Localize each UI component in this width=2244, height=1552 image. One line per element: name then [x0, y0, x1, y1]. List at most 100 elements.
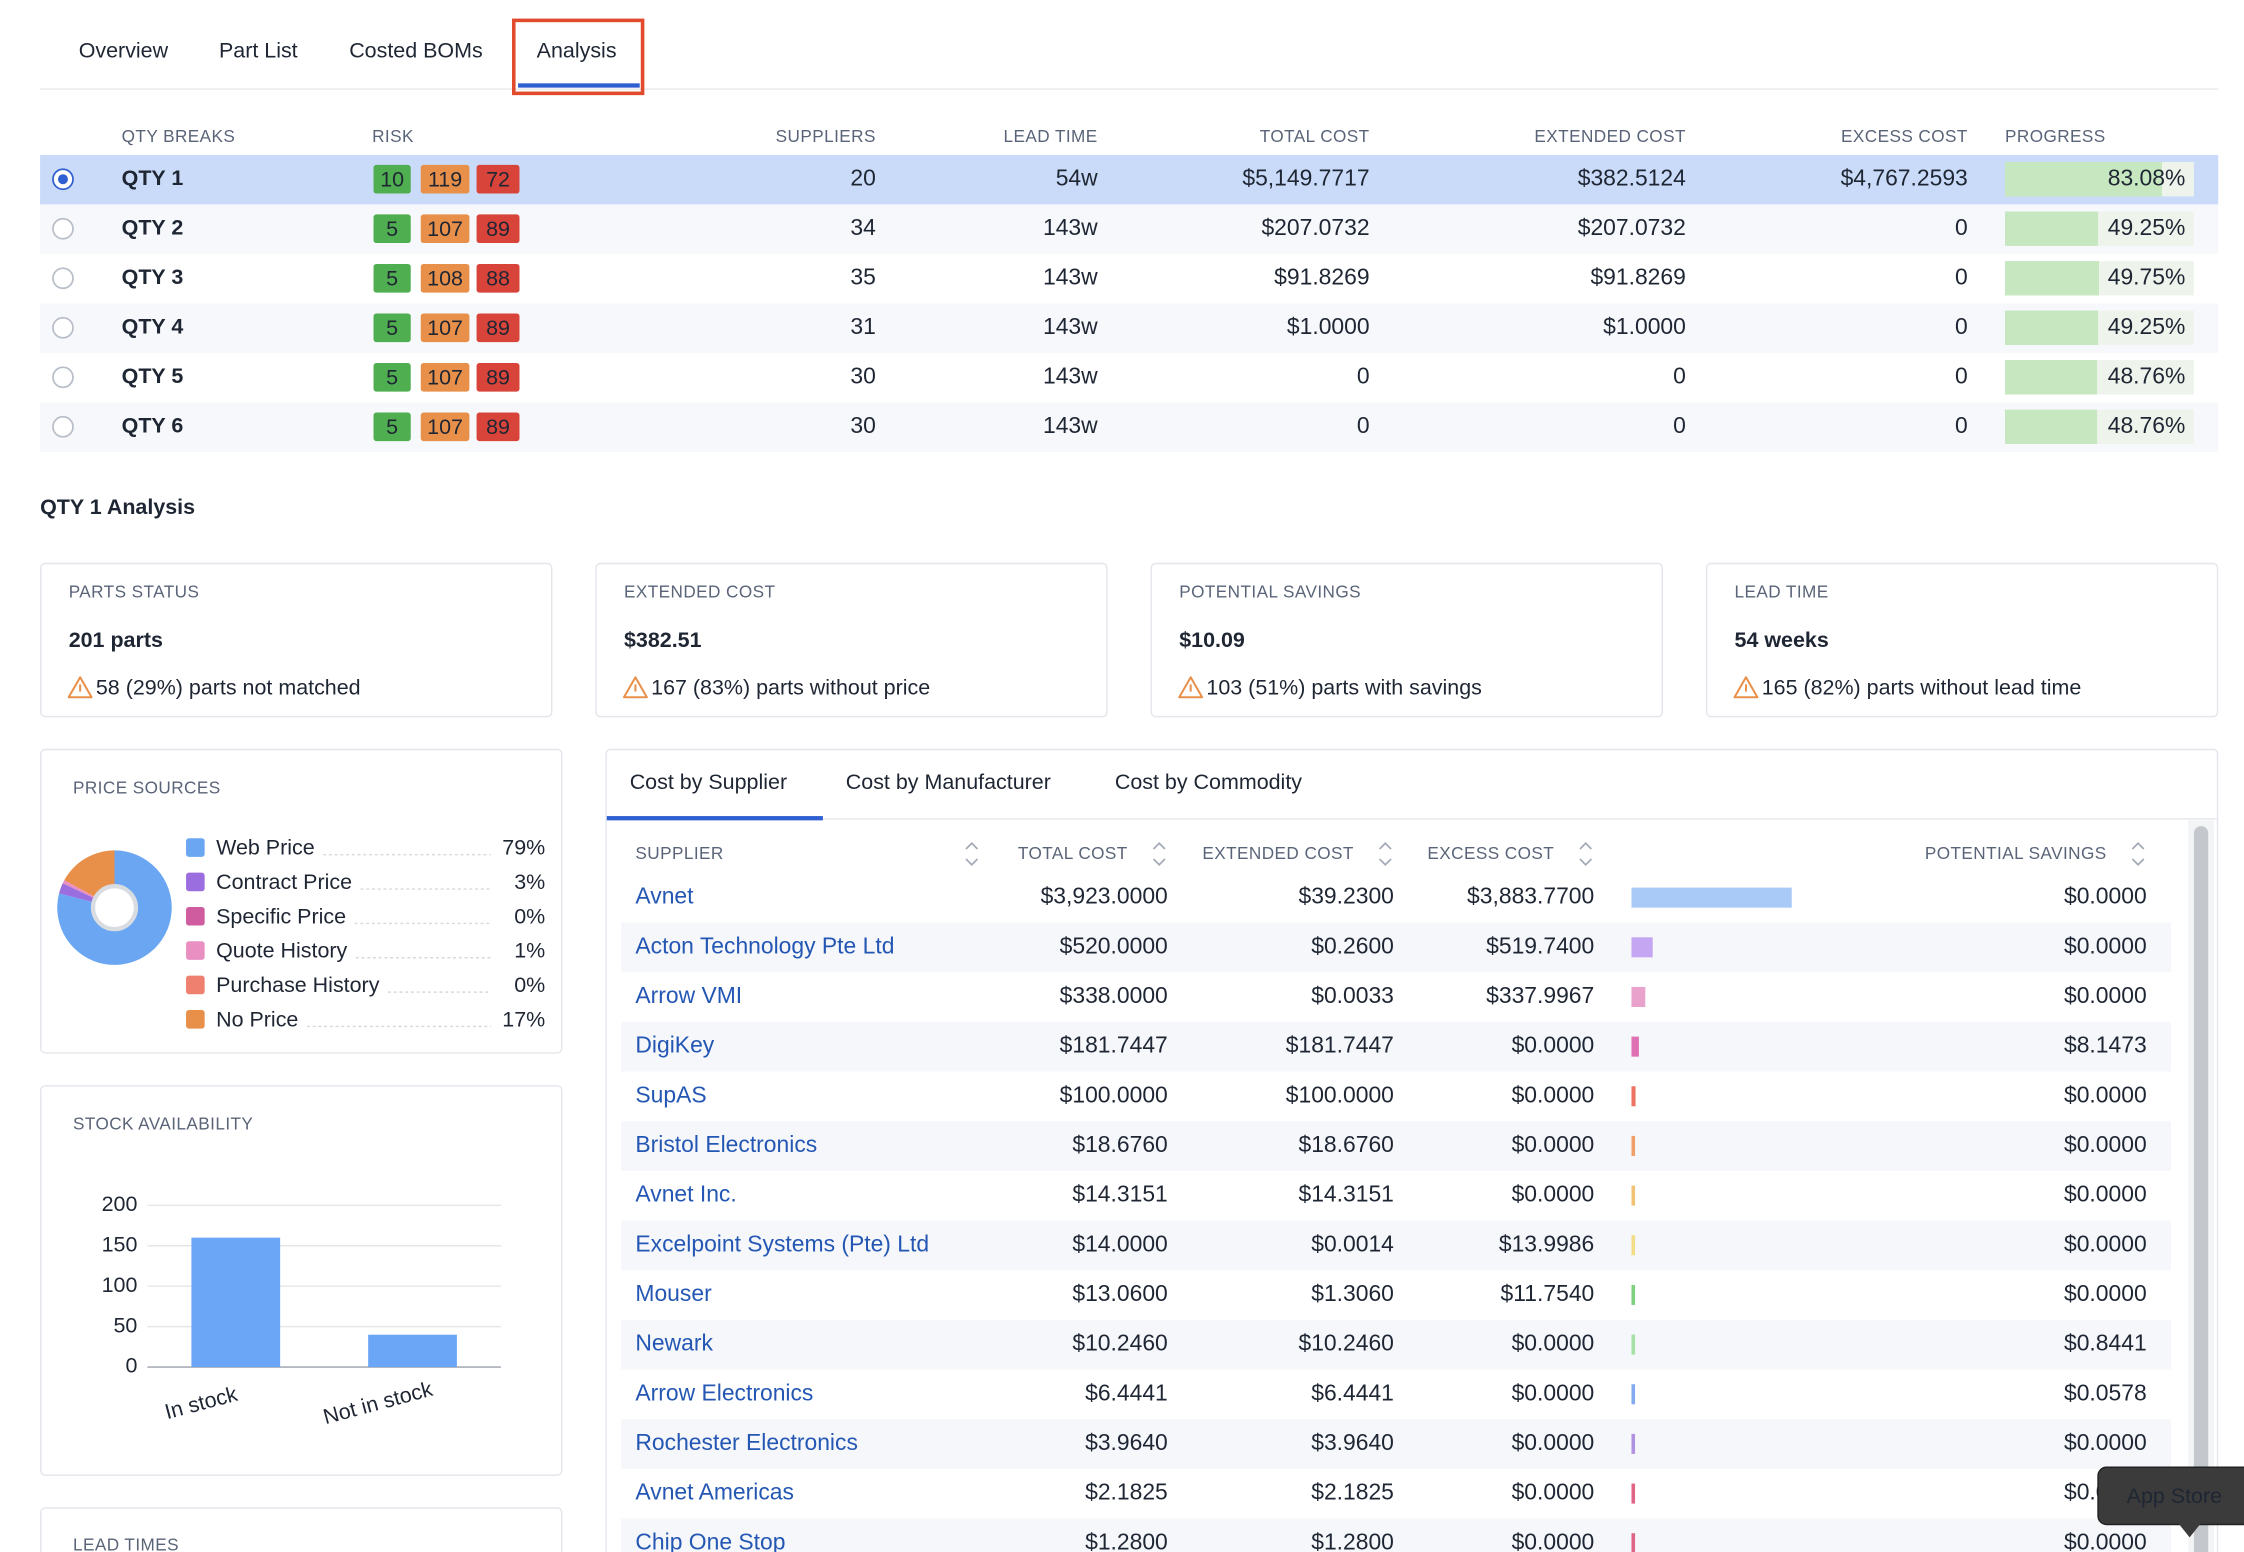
- table-row[interactable]: [40, 303, 2219, 353]
- table-row[interactable]: [40, 253, 2219, 304]
- sort-icon[interactable]: [1579, 842, 1593, 866]
- cell: $519.7400: [1486, 932, 1594, 958]
- cell: 0: [1955, 412, 1968, 438]
- cost-bar: [1631, 937, 1653, 958]
- highlight-box: [511, 18, 645, 96]
- cell: $0.0000: [1512, 1379, 1595, 1405]
- nav-tab[interactable]: Costed BOMs: [349, 39, 483, 63]
- cell: $2.1825: [1311, 1479, 1394, 1505]
- cell: $0.0000: [1512, 1181, 1595, 1207]
- cell: $0.0000: [2064, 1081, 2147, 1107]
- supplier-link[interactable]: Arrow Electronics: [635, 1379, 813, 1405]
- column-header[interactable]: TOTAL COST: [1018, 843, 1128, 863]
- table-row[interactable]: [40, 402, 2219, 452]
- sort-icon[interactable]: [1378, 842, 1392, 866]
- nav-tab[interactable]: Part List: [219, 39, 298, 63]
- sort-icon[interactable]: [2131, 842, 2145, 866]
- cell: $39.2300: [1298, 883, 1393, 909]
- panel-tab[interactable]: Cost by Manufacturer: [846, 770, 1051, 794]
- table-row: [621, 1021, 2172, 1072]
- supplier-link[interactable]: DigiKey: [635, 1032, 714, 1058]
- qty-name: QTY 4: [122, 314, 184, 338]
- cell: 35: [850, 263, 875, 289]
- progress-fill: [2005, 310, 2099, 345]
- nav-tab[interactable]: Overview: [79, 39, 169, 63]
- supplier-link[interactable]: Avnet Americas: [635, 1479, 794, 1505]
- cell: $11.7540: [1501, 1280, 1595, 1306]
- supplier-link[interactable]: Arrow VMI: [635, 982, 742, 1008]
- card-note: 103 (51%) parts with savings: [1206, 675, 1481, 699]
- panel-tab[interactable]: Cost by Supplier: [630, 770, 787, 794]
- table-row: [621, 1220, 2172, 1271]
- warning-icon: [1733, 676, 1759, 699]
- progress-label: 49.25%: [2108, 313, 2186, 339]
- column-header[interactable]: SUPPLIER: [635, 843, 723, 863]
- bar: [368, 1334, 457, 1368]
- risk-count: 10: [380, 167, 404, 191]
- cell: 143w: [1043, 214, 1098, 240]
- table-row[interactable]: [40, 352, 2219, 403]
- supplier-link[interactable]: Avnet: [635, 883, 694, 909]
- risk-badge: [373, 164, 411, 194]
- risk-count: 5: [386, 266, 398, 290]
- risk-count: 89: [486, 316, 510, 340]
- risk-badge: [420, 412, 470, 442]
- cell: $1.0000: [1603, 313, 1686, 339]
- stat-card: [595, 562, 1108, 718]
- risk-badge: [476, 263, 520, 293]
- cell: 30: [850, 412, 875, 438]
- tooltip: App Store: [2097, 1466, 2244, 1538]
- progress-fill: [2005, 360, 2098, 395]
- sort-icon[interactable]: [1152, 842, 1166, 866]
- column-header[interactable]: POTENTIAL SAVINGS: [1925, 843, 2107, 863]
- cell: $13.0600: [1072, 1280, 1167, 1306]
- supplier-link[interactable]: SupAS: [635, 1081, 706, 1107]
- qty-name: QTY 6: [122, 413, 184, 437]
- cell: $0.0000: [2064, 982, 2147, 1008]
- supplier-link[interactable]: Avnet Inc.: [635, 1181, 736, 1207]
- radio-button[interactable]: [52, 217, 74, 240]
- cell: $5,149.7717: [1242, 164, 1369, 190]
- cell: 0: [1955, 263, 1968, 289]
- card-value: $10.09: [1179, 628, 1245, 652]
- radio-button[interactable]: [52, 267, 74, 290]
- card-value: 54 weeks: [1735, 628, 1829, 652]
- y-tick-label: 200: [102, 1192, 138, 1216]
- cell: $3,923.0000: [1041, 883, 1168, 909]
- column-header: LEAD TIME: [1004, 126, 1098, 146]
- section-title: QTY 1 Analysis: [40, 495, 195, 519]
- supplier-link[interactable]: Excelpoint Systems (Pte) Ltd: [635, 1230, 929, 1256]
- legend-swatch: [186, 872, 205, 892]
- panel-tab[interactable]: Cost by Commodity: [1115, 770, 1302, 794]
- supplier-link[interactable]: Rochester Electronics: [635, 1429, 857, 1455]
- sort-icon[interactable]: [965, 842, 979, 866]
- column-header: EXTENDED COST: [1534, 126, 1686, 146]
- progress-label: 48.76%: [2108, 362, 2186, 388]
- radio-button[interactable]: [52, 366, 74, 389]
- card-note: 167 (83%) parts without price: [651, 675, 930, 699]
- qty-name: QTY 1: [122, 166, 184, 190]
- panel-title: PRICE SOURCES: [73, 777, 221, 797]
- cell: 54w: [1056, 164, 1098, 190]
- supplier-link[interactable]: Bristol Electronics: [635, 1131, 817, 1157]
- progress-label: 49.25%: [2108, 214, 2186, 240]
- cell: $0.0000: [2064, 1429, 2147, 1455]
- table-row[interactable]: [40, 204, 2219, 254]
- card-label: LEAD TIME: [1735, 581, 1829, 601]
- radio-button[interactable]: [52, 316, 74, 339]
- cell: $3.9640: [1085, 1429, 1168, 1455]
- column-header[interactable]: EXTENDED COST: [1202, 843, 1354, 863]
- active-tab-underline: [518, 83, 640, 88]
- cost-bar: [1631, 1334, 1636, 1355]
- supplier-link[interactable]: Mouser: [635, 1280, 712, 1306]
- supplier-link[interactable]: Chip One Stop: [635, 1528, 785, 1552]
- cell: 0: [1357, 412, 1370, 438]
- radio-button[interactable]: [52, 415, 74, 438]
- nav-tab[interactable]: Analysis: [537, 39, 617, 63]
- cell: 0: [1955, 362, 1968, 388]
- column-header[interactable]: EXCESS COST: [1427, 843, 1554, 863]
- supplier-link[interactable]: Acton Technology Pte Ltd: [635, 932, 894, 958]
- scrollbar-thumb[interactable]: [2193, 826, 2209, 1552]
- supplier-link[interactable]: Newark: [635, 1330, 713, 1356]
- bar: [191, 1237, 281, 1368]
